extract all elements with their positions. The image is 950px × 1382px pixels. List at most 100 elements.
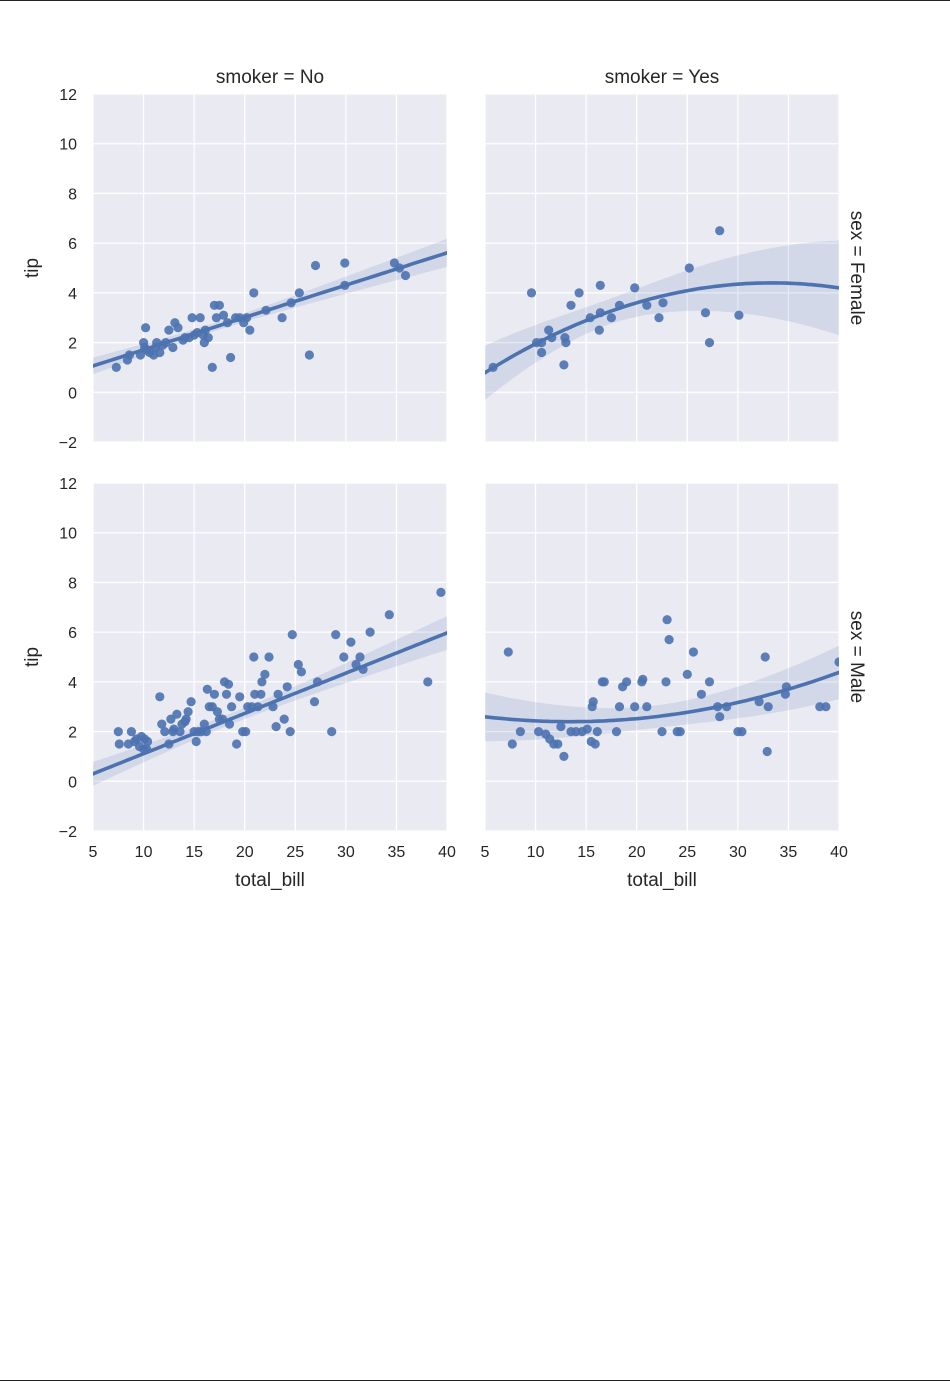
data-point	[534, 727, 544, 737]
data-point	[590, 739, 600, 749]
y-tick-label: 4	[68, 286, 77, 303]
y-tick-label: 6	[68, 625, 77, 642]
data-point	[606, 313, 617, 323]
data-point	[595, 280, 605, 290]
regression-line	[93, 631, 447, 776]
x-tick-label: 30	[337, 844, 355, 861]
data-point	[293, 659, 303, 670]
data-point	[331, 630, 341, 640]
data-point	[436, 587, 446, 598]
data-point	[544, 325, 554, 335]
data-point	[126, 727, 136, 737]
data-point	[294, 288, 304, 298]
x-tick-label: 40	[438, 844, 456, 861]
data-point	[365, 627, 375, 637]
x-tick-label: 20	[628, 844, 646, 861]
confidence-band	[485, 645, 839, 742]
regression-line	[485, 670, 839, 724]
data-point	[279, 714, 289, 724]
data-point	[249, 652, 259, 662]
data-point	[654, 313, 664, 323]
data-point	[553, 739, 563, 749]
data-point	[113, 727, 123, 737]
data-point	[682, 669, 692, 680]
data-point	[211, 313, 221, 323]
data-point	[642, 702, 652, 712]
data-point	[155, 347, 165, 358]
x-tick-label: 10	[135, 844, 153, 861]
regression-line	[485, 281, 839, 375]
facet-panel-2: −2 0 2 4 6 8 10 12 tip 5 10 15 20 25 30 35 40 total_bill	[22, 476, 456, 891]
data-point	[256, 689, 266, 699]
y-tick-label: 0	[68, 385, 77, 402]
data-point	[141, 323, 151, 333]
data-point	[227, 702, 237, 712]
confidence-band	[485, 240, 839, 400]
data-point	[599, 677, 609, 687]
data-point	[339, 652, 349, 662]
y-axis-label: tip	[22, 647, 43, 667]
data-point	[507, 739, 517, 749]
data-point	[582, 724, 592, 734]
data-point	[114, 739, 124, 749]
data-point	[684, 263, 694, 273]
data-point	[638, 674, 648, 685]
data-point	[630, 283, 640, 293]
data-point	[588, 697, 598, 707]
data-point	[241, 727, 251, 737]
x-tick-label: 5	[481, 844, 490, 861]
plot-background	[485, 483, 839, 831]
data-point	[207, 362, 217, 372]
x-tick-label: 25	[678, 844, 696, 861]
y-tick-label: 12	[59, 476, 77, 493]
x-tick-label: 15	[577, 844, 595, 861]
x-tick-label: 35	[388, 844, 406, 861]
data-point	[287, 630, 297, 640]
data-point	[515, 727, 526, 737]
data-point	[309, 697, 320, 707]
y-tick-label: 2	[68, 725, 77, 742]
x-tick-label: 10	[527, 844, 545, 861]
data-point	[172, 709, 182, 719]
data-point	[195, 313, 205, 323]
x-tick-label: 30	[729, 844, 747, 861]
data-point	[715, 712, 725, 722]
data-point	[384, 610, 394, 620]
data-point	[574, 288, 584, 298]
data-point	[232, 739, 242, 749]
data-point	[296, 667, 306, 677]
data-point	[704, 338, 715, 348]
data-point	[235, 692, 245, 702]
x-tick-label: 20	[236, 844, 254, 861]
data-point	[762, 746, 772, 757]
y-tick-label: 8	[68, 575, 77, 592]
data-point	[661, 677, 671, 687]
data-point	[821, 702, 831, 712]
data-point	[160, 727, 170, 737]
facet-panel-3: 5 10 15 20 25 30 35 40 total_bill	[481, 482, 848, 891]
data-point	[327, 727, 337, 737]
data-point	[355, 652, 365, 662]
data-point	[304, 350, 314, 360]
data-point	[157, 719, 167, 729]
data-point	[614, 702, 625, 712]
data-point	[592, 727, 602, 737]
data-point	[700, 308, 711, 318]
data-point	[226, 352, 236, 363]
data-point	[658, 298, 668, 308]
page-top-rule	[0, 0, 950, 1]
data-point	[187, 313, 197, 323]
data-point	[173, 323, 183, 333]
data-point	[657, 727, 667, 737]
data-point	[611, 727, 622, 737]
plot-background	[93, 94, 447, 442]
row-title-1: sex = Male	[846, 611, 867, 703]
data-point	[346, 637, 356, 647]
data-point	[688, 647, 699, 657]
data-point	[664, 635, 674, 645]
x-tick-label: 5	[89, 844, 98, 861]
data-point	[310, 260, 321, 271]
x-tick-label: 15	[185, 844, 203, 861]
data-point	[273, 689, 283, 699]
y-tick-label: 8	[68, 186, 77, 203]
